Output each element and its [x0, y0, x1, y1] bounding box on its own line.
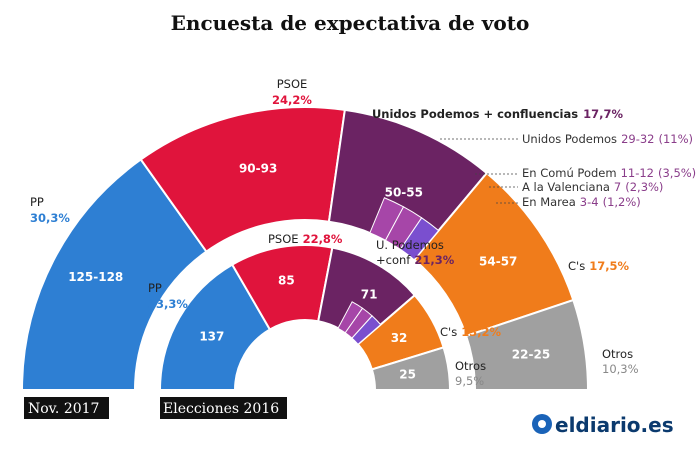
seat-label-outer-unidos-podemos-confluencias: 50-55: [385, 185, 423, 199]
seat-label-inner-u-podemos-conf: 71: [361, 288, 378, 302]
logo-circle-inner: [538, 420, 546, 428]
label-up-inner: U. Podemos: [376, 238, 444, 252]
inner-subdivisions: [337, 301, 382, 345]
pct-otros-inner: 9,5%: [455, 374, 484, 388]
label-otros-outer: Otros: [602, 347, 633, 361]
label-sub-alv: A la Valenciana 7 (2,3%): [522, 180, 663, 194]
label-psoe-outer: PSOE: [277, 77, 308, 91]
outer-subdivisions: [369, 197, 440, 261]
seat-label-outer-pp: 125-128: [68, 270, 123, 284]
label-pp-outer: PP: [30, 195, 44, 209]
label-cs-outer: C's 17,5%: [568, 259, 630, 273]
label-otros-inner: Otros: [455, 359, 486, 373]
seat-label-outer-otros: 22-25: [512, 348, 550, 362]
label-sub-em: En Marea 3-4 (1,2%): [522, 195, 641, 209]
arc-otros: [464, 298, 590, 391]
seat-label-inner-c-s: 32: [391, 331, 408, 345]
seat-label-outer-psoe: 90-93: [239, 161, 277, 175]
seat-labels: 125-128 90-93 50-55 54-57 22-25 137 85 71 32 25: [68, 161, 550, 381]
arc-pp: [20, 158, 208, 391]
eldiario-logo: eldiario.es: [532, 413, 674, 437]
pct-psoe-outer: 24,2%: [272, 93, 312, 107]
label-up-outer: Unidos Podemos + confluencias 17,7%: [372, 107, 624, 121]
label-sub-up: Unidos Podemos 29-32 (11%): [522, 132, 693, 146]
arc-pp: [158, 263, 272, 391]
inner-period-badge: [160, 397, 287, 419]
chart-title: Encuesta de expectativa de voto: [171, 11, 530, 35]
leader-lines: [440, 138, 518, 204]
label-sub-ecp: En Comú Podem 11-12 (3,5%): [522, 166, 696, 180]
label-psoe-inner: PSOE 22,8%: [268, 232, 343, 246]
outer-period-label: Nov. 2017: [28, 401, 99, 417]
pct-pp-inner: 33,3%: [148, 297, 188, 311]
pct-pp-outer: 30,3%: [30, 211, 70, 225]
label-up-inner-2: +conf 21,3%: [376, 253, 455, 267]
brand-name: eldiario.es: [555, 413, 674, 437]
seat-label-outer-c-s: 54-57: [479, 254, 517, 268]
up-sub-arc: [351, 315, 382, 345]
seat-label-inner-pp: 137: [199, 329, 224, 343]
arc-otros: [370, 346, 452, 391]
label-cs-inner: C's 13,2%: [440, 325, 502, 339]
seat-label-inner-otros: 25: [399, 368, 416, 382]
outer-ring: [20, 106, 590, 391]
inner-period-label: Elecciones 2016: [163, 401, 279, 417]
seat-label-inner-psoe: 85: [278, 273, 295, 287]
label-pp-inner: PP: [148, 281, 162, 295]
outer-period-badge: [24, 397, 109, 419]
pct-otros-outer: 10,3%: [602, 362, 639, 376]
up-sub-arc: [399, 217, 440, 261]
